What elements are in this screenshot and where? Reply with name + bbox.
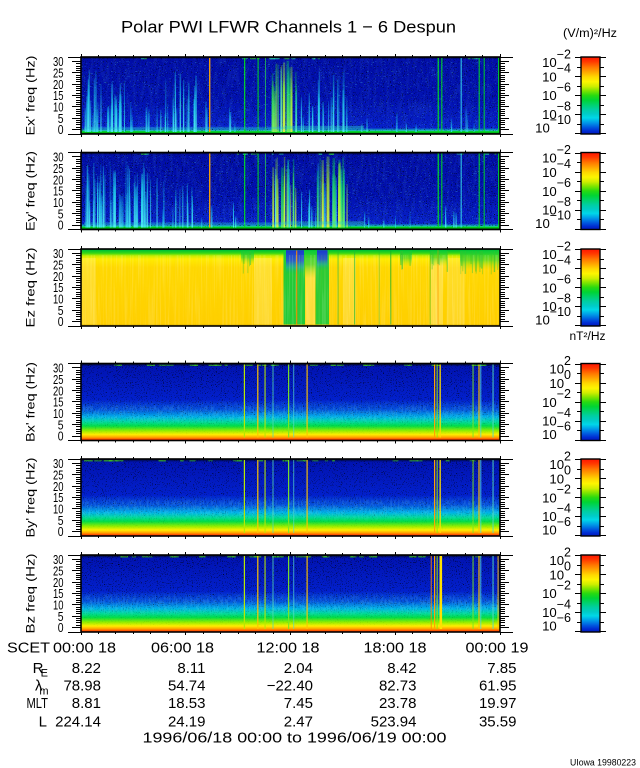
svg-text:Bz freq (Hz): Bz freq (Hz) — [24, 553, 38, 633]
svg-text:10: 10 — [53, 100, 64, 115]
svg-text:0: 0 — [58, 620, 64, 635]
svg-text:224.14: 224.14 — [55, 713, 101, 730]
svg-text:30: 30 — [53, 361, 64, 376]
svg-text:25: 25 — [53, 66, 64, 81]
svg-text:10: 10 — [53, 598, 64, 613]
svg-text:523.94: 523.94 — [371, 713, 417, 730]
svg-text:1996/06/18 00:00 to 1996/06/19: 1996/06/18 00:00 to 1996/06/19 00:00 — [143, 730, 447, 747]
svg-text:MLT: MLT — [27, 695, 49, 712]
svg-text:Ey' freq (Hz): Ey' freq (Hz) — [24, 151, 38, 231]
svg-text:8.81: 8.81 — [72, 695, 101, 712]
svg-text:18:00 18: 18:00 18 — [364, 639, 427, 656]
svg-text:10: 10 — [53, 195, 64, 210]
svg-text:5: 5 — [58, 513, 64, 528]
svg-text:00:00 19: 00:00 19 — [466, 639, 529, 656]
svg-text:61.95: 61.95 — [479, 678, 517, 695]
svg-text:00:00 18: 00:00 18 — [53, 639, 116, 656]
svg-text:54.74: 54.74 — [168, 678, 206, 695]
svg-text:15: 15 — [53, 490, 64, 505]
svg-text:L: L — [39, 713, 47, 730]
svg-text:18.53: 18.53 — [168, 695, 206, 712]
svg-text:24.19: 24.19 — [168, 713, 206, 730]
svg-text:5: 5 — [58, 417, 64, 432]
svg-text:5: 5 — [58, 609, 64, 624]
svg-text:Bx' freq (Hz): Bx' freq (Hz) — [24, 362, 38, 442]
svg-text:20: 20 — [53, 172, 64, 187]
svg-text:20: 20 — [53, 575, 64, 590]
svg-text:25: 25 — [53, 258, 64, 273]
svg-text:m: m — [39, 685, 48, 697]
svg-text:0: 0 — [58, 218, 64, 233]
svg-text:30: 30 — [53, 54, 64, 69]
svg-text:10: 10 — [53, 292, 64, 307]
svg-text:−22.40: −22.40 — [267, 678, 313, 695]
svg-text:10: 10 — [53, 502, 64, 517]
svg-text:30: 30 — [53, 552, 64, 567]
svg-text:25: 25 — [53, 161, 64, 176]
svg-text:5: 5 — [58, 303, 64, 318]
svg-text:23.78: 23.78 — [379, 695, 417, 712]
svg-text:30: 30 — [53, 456, 64, 471]
svg-text:82.73: 82.73 — [379, 678, 417, 695]
svg-text:2.47: 2.47 — [284, 713, 313, 730]
svg-text:25: 25 — [53, 468, 64, 483]
svg-text:0: 0 — [58, 314, 64, 329]
svg-text:06:00 18: 06:00 18 — [151, 639, 214, 656]
svg-text:12:00 18: 12:00 18 — [257, 639, 320, 656]
svg-text:Ex' freq (Hz): Ex' freq (Hz) — [24, 55, 38, 135]
svg-text:8.11: 8.11 — [177, 660, 205, 677]
svg-text:2.04: 2.04 — [284, 660, 313, 677]
svg-text:0: 0 — [58, 122, 64, 137]
svg-text:30: 30 — [53, 150, 64, 165]
svg-text:Ez freq (Hz): Ez freq (Hz) — [24, 247, 38, 327]
svg-text:20: 20 — [53, 269, 64, 284]
svg-text:15: 15 — [53, 586, 64, 601]
svg-text:0: 0 — [58, 524, 64, 539]
svg-text:15: 15 — [53, 280, 64, 295]
svg-text:UIowa 19980223: UIowa 19980223 — [570, 758, 636, 768]
svg-text:Polar PWI LFWR Channels 1 − 6: Polar PWI LFWR Channels 1 − 6 Despun — [121, 18, 456, 37]
svg-text:R: R — [33, 660, 44, 677]
svg-text:5: 5 — [58, 206, 64, 221]
svg-text:20: 20 — [53, 479, 64, 494]
svg-text:35.59: 35.59 — [479, 713, 517, 730]
svg-text:7.45: 7.45 — [284, 695, 313, 712]
svg-text:nT²/Hz: nT²/Hz — [570, 331, 606, 343]
svg-text:7.85: 7.85 — [487, 660, 516, 677]
svg-text:(V/m)²/Hz: (V/m)²/Hz — [563, 28, 617, 40]
svg-text:λ: λ — [35, 678, 43, 695]
svg-text:20: 20 — [53, 77, 64, 92]
svg-text:25: 25 — [53, 372, 64, 387]
svg-text:5: 5 — [58, 111, 64, 126]
svg-text:25: 25 — [53, 564, 64, 579]
svg-text:78.98: 78.98 — [63, 678, 101, 695]
svg-text:8.22: 8.22 — [72, 660, 101, 677]
svg-text:15: 15 — [53, 88, 64, 103]
svg-text:10: 10 — [53, 406, 64, 421]
svg-text:E: E — [41, 668, 48, 680]
svg-text:By' freq (Hz): By' freq (Hz) — [24, 457, 38, 537]
svg-text:15: 15 — [53, 184, 64, 199]
svg-text:SCET: SCET — [7, 639, 50, 656]
svg-text:15: 15 — [53, 395, 64, 410]
svg-text:30: 30 — [53, 246, 64, 261]
svg-text:8.42: 8.42 — [387, 660, 416, 677]
svg-text:0: 0 — [58, 429, 64, 444]
svg-text:20: 20 — [53, 383, 64, 398]
svg-text:19.97: 19.97 — [479, 695, 517, 712]
